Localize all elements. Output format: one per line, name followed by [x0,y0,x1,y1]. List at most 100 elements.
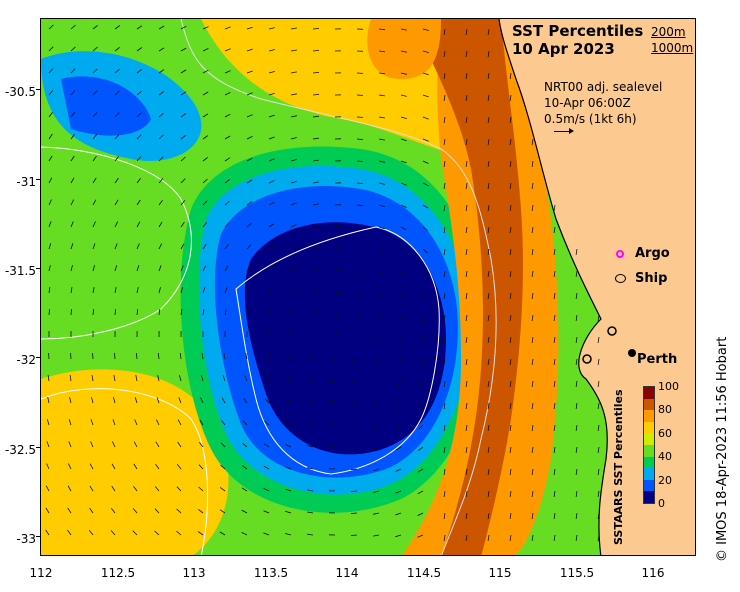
current-arrow [112,419,116,426]
current-arrow [509,72,512,79]
current-arrow [553,534,556,541]
current-arrow [92,24,98,30]
current-arrow [373,512,380,515]
current-arrow [422,50,429,53]
current-arrow [154,530,160,536]
sst-patch-southwest [41,369,229,555]
current-arrow [400,204,407,208]
current-arrow [312,28,320,30]
current-arrow [465,116,468,123]
current-arrow [443,358,446,365]
current-arrow [487,380,490,387]
current-arrow [48,221,52,228]
current-arrow [509,204,512,211]
current-arrow [113,397,116,404]
current-arrow [400,28,407,31]
current-arrow [110,530,116,536]
current-arrow [356,336,359,344]
current-arrow [180,221,185,228]
current-arrow [487,314,490,321]
current-arrow [356,160,364,162]
current-arrow [443,292,446,299]
current-arrow [241,465,248,470]
current-arrow [487,248,490,255]
colorbar-segment [644,479,654,492]
current-arrow [158,309,161,316]
current-arrow [356,248,363,251]
current-arrow [465,402,468,409]
current-arrow [378,182,385,185]
current-arrow [48,133,53,140]
current-arrow [268,244,274,250]
current-arrow [224,113,231,118]
current-arrow [350,512,358,514]
colorbar-segment [644,456,654,469]
current-arrow [136,90,142,96]
current-arrow [48,90,54,96]
current-arrow [575,292,578,299]
current-arrow [136,25,143,30]
current-arrow [531,424,534,431]
current-arrow [177,441,182,448]
current-arrow [509,512,512,519]
current-arrow [509,138,512,145]
ssh-contour-southwest [41,388,209,555]
current-arrow [378,160,385,163]
colorbar [643,386,655,504]
current-arrow [531,270,534,277]
current-arrow [443,160,446,167]
current-arrow [268,309,272,316]
current-arrow [375,358,380,365]
current-arrow [136,287,139,294]
perth-label: Perth [637,352,678,367]
current-arrow [443,534,446,541]
current-arrow [202,113,209,118]
sst-patch-north-warm [367,19,441,79]
current-arrow [356,204,364,207]
current-arrow [400,116,407,119]
current-arrow [180,113,187,118]
eddy-core [244,222,446,455]
title-line-1: SST Percentiles [512,22,644,40]
current-arrow [285,533,292,536]
current-arrow [180,91,187,96]
current-arrow [465,490,468,497]
current-arrow [575,446,578,453]
current-arrow [68,441,72,448]
current-arrow [422,138,429,142]
current-arrow [443,512,446,519]
current-arrow [88,530,94,536]
current-arrow [176,464,182,470]
current-arrow [575,490,578,497]
current-arrow [290,137,297,140]
current-arrow [47,375,50,382]
current-arrow [329,356,336,360]
current-arrow [597,380,600,387]
current-arrow [136,112,142,118]
current-arrow [48,199,52,206]
current-arrow [553,380,556,387]
current-arrow [136,134,142,140]
current-arrow [158,221,163,228]
current-arrow [90,419,94,426]
current-arrow [443,116,446,123]
current-arrow [198,442,204,448]
current-arrow [443,248,446,255]
current-arrow [290,288,296,294]
current-arrow [114,46,120,52]
current-arrow [133,485,138,492]
current-arrow [224,222,230,228]
current-arrow [509,270,512,277]
current-arrow [48,24,54,30]
current-arrow [158,265,162,272]
current-arrow [92,243,96,250]
current-arrow [114,68,120,74]
current-arrow [307,422,314,426]
current-arrow [352,358,358,364]
current-arrow [509,534,512,541]
contour-key: 200m 1000m [651,24,693,56]
current-arrow [378,116,385,119]
current-arrow [553,402,556,409]
current-arrow [180,156,186,162]
current-arrow [509,446,512,453]
